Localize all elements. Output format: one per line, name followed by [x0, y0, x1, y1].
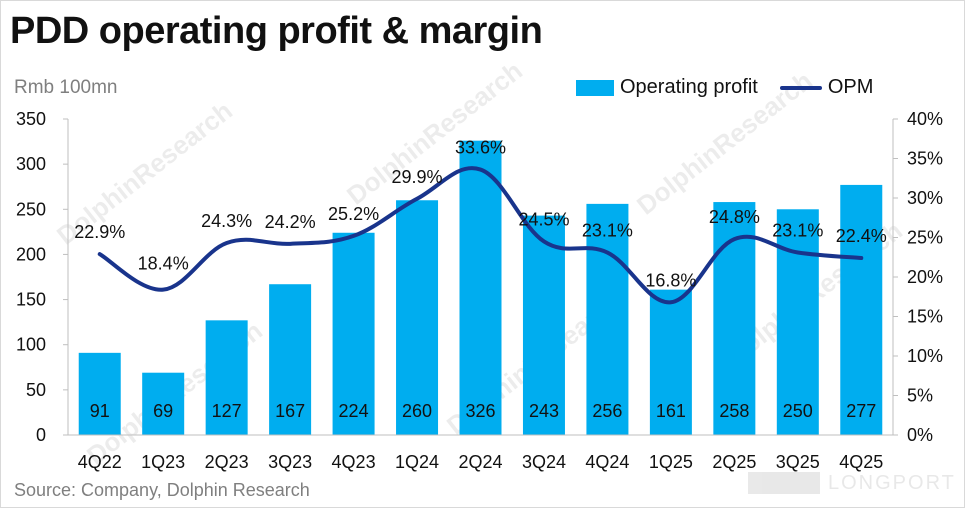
- bar-value-label: 326: [465, 401, 495, 421]
- bar-value-label: 69: [153, 401, 173, 421]
- legend-label-operating-profit: Operating profit: [620, 76, 758, 98]
- opm-value-label: 16.8%: [645, 270, 696, 290]
- y-left-tick-label: 250: [16, 199, 46, 219]
- opm-value-label: 22.4%: [836, 226, 887, 246]
- x-tick-label: 4Q25: [839, 452, 883, 472]
- bar-value-label: 91: [90, 401, 110, 421]
- opm-value-label: 24.2%: [265, 212, 316, 232]
- y-left-tick-label: 100: [16, 335, 46, 355]
- unit-label: Rmb 100mn: [14, 77, 118, 98]
- y-left-tick-label: 150: [16, 290, 46, 310]
- y-right-tick-label: 0%: [907, 425, 933, 445]
- x-tick-label: 2Q24: [458, 452, 502, 472]
- x-tick-label: 2Q25: [712, 452, 756, 472]
- bar-value-label: 256: [592, 401, 622, 421]
- opm-line: [97, 166, 864, 305]
- legend-bar-swatch: [576, 79, 614, 96]
- bar-3q24: [522, 215, 565, 435]
- legend-label-opm: OPM: [827, 76, 874, 98]
- axes: 0 50 100 150 200 250 300 350 0% 5% 10% 15% 20% 25% 30%…: [16, 109, 943, 472]
- x-tick-label: 4Q23: [332, 452, 376, 472]
- bar-3q23: [269, 284, 312, 435]
- y-left-tick-label: 200: [16, 244, 46, 264]
- y-right-tick-label: 20%: [907, 267, 943, 287]
- x-tick-label: 1Q24: [395, 452, 439, 472]
- y-left-tick-label: 300: [16, 154, 46, 174]
- x-tick-label: 3Q23: [268, 452, 312, 472]
- brand-name: LONGPORT: [828, 472, 956, 494]
- legend-line-swatch: [779, 85, 822, 90]
- bar-value-label: 127: [212, 401, 242, 421]
- x-tick-label: 3Q24: [522, 452, 566, 472]
- opm-value-label: 24.8%: [709, 207, 760, 227]
- bar-value-label: 258: [719, 401, 749, 421]
- bar-2q24: [459, 140, 502, 435]
- x-tick-label: 1Q25: [649, 452, 693, 472]
- source-note: Source: Company, Dolphin Research: [14, 480, 310, 500]
- opm-value-label: 24.5%: [518, 209, 569, 229]
- bar-value-label: 250: [783, 401, 813, 421]
- opm-value-label: 23.1%: [772, 221, 823, 241]
- bar-4q24: [586, 203, 629, 435]
- y-left-tick-label: 350: [16, 109, 46, 129]
- bar-1q24: [396, 200, 439, 435]
- bar-value-label: 277: [846, 401, 876, 421]
- bar-4q22: [78, 352, 121, 435]
- opm-value-label: 25.2%: [328, 204, 379, 224]
- x-tick-label: 1Q23: [141, 452, 185, 472]
- bar-4q23: [332, 232, 375, 435]
- bar-1q23: [142, 372, 185, 435]
- y-right-tick-label: 35%: [907, 149, 943, 169]
- data-labels: 91 69 127 167 224 260 326 243 256 161 258 250 277 22.…: [74, 138, 887, 421]
- bar-value-label: 224: [339, 401, 369, 421]
- x-tick-label: 4Q24: [585, 452, 629, 472]
- y-right-tick-label: 5%: [907, 386, 933, 406]
- opm-value-label: 29.9%: [392, 167, 443, 187]
- bar-4q25: [840, 184, 883, 435]
- y-left-tick-label: 0: [36, 425, 46, 445]
- legend: Operating profit OPM: [576, 76, 873, 99]
- bar-value-label: 243: [529, 401, 559, 421]
- brand-logo: LONGPORT: [748, 470, 954, 496]
- opm-value-label: 33.6%: [455, 138, 506, 158]
- x-tick-label: 3Q25: [776, 452, 820, 472]
- y-right-tick-label: 15%: [907, 307, 943, 327]
- y-right-tick-label: 40%: [907, 109, 943, 129]
- y-right-tick-label: 30%: [907, 188, 943, 208]
- chart-title: PDD operating profit & margin: [10, 10, 543, 52]
- opm-value-label: 18.4%: [138, 254, 189, 274]
- opm-value-label: 22.9%: [74, 222, 125, 242]
- brand-mark-icon: [748, 472, 820, 494]
- bar-value-label: 260: [402, 401, 432, 421]
- bar-1q25: [649, 289, 692, 435]
- opm-value-label: 24.3%: [201, 211, 252, 231]
- bar-2q23: [205, 320, 248, 435]
- x-tick-label: 2Q23: [205, 452, 249, 472]
- y-left-tick-label: 50: [26, 380, 46, 400]
- line-series: [97, 166, 864, 305]
- y-right-tick-label: 25%: [907, 228, 943, 248]
- x-tick-label: 4Q22: [78, 452, 122, 472]
- opm-value-label: 23.1%: [582, 221, 633, 241]
- bar-value-label: 161: [656, 401, 686, 421]
- y-right-tick-label: 10%: [907, 346, 943, 366]
- bar-value-label: 167: [275, 401, 305, 421]
